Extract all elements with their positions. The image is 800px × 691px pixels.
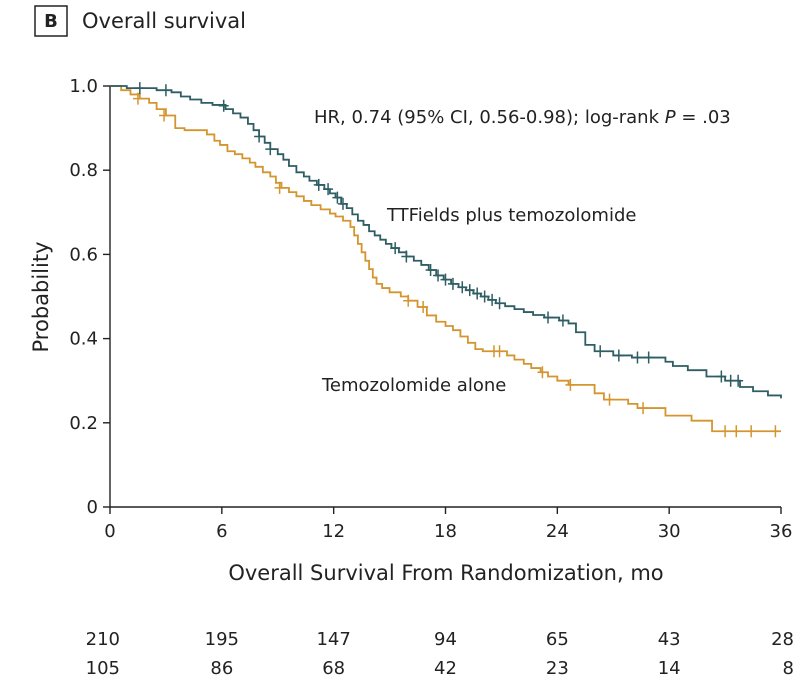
censor-mark-ttfields <box>595 345 606 358</box>
p-value: = .03 <box>676 107 731 128</box>
x-tick-label: 30 <box>658 521 681 542</box>
censor-mark-ttfields <box>716 370 727 383</box>
survival-curve-temozolomide <box>110 85 781 433</box>
risk-count: 147 <box>316 629 350 650</box>
panel-label-box <box>34 5 68 37</box>
censor-mark-ttfields <box>265 143 276 156</box>
risk-count: 105 <box>86 658 120 679</box>
censor-mark-ttfields <box>160 84 171 97</box>
series-label-temozolomide: Temozolomide alone <box>321 375 506 396</box>
censor-mark-temozolomide <box>132 92 143 105</box>
risk-count: 65 <box>546 629 569 650</box>
risk-count: 14 <box>658 658 681 679</box>
y-tick-label: 0.2 <box>69 413 98 434</box>
risk-count: 86 <box>210 658 233 679</box>
censor-mark-ttfields <box>323 183 334 196</box>
censor-mark-temozolomide <box>720 425 731 438</box>
censor-mark-ttfields <box>218 99 229 112</box>
censor-mark-ttfields <box>440 273 451 286</box>
censor-mark-ttfields <box>433 269 444 282</box>
series-label-ttfields: TTFields plus temozolomide <box>386 205 636 226</box>
risk-count: 68 <box>322 658 345 679</box>
x-tick-label: 12 <box>322 521 345 542</box>
x-tick-label: 24 <box>546 521 569 542</box>
censor-mark-temozolomide <box>418 301 429 314</box>
censor-mark-temozolomide <box>604 393 615 406</box>
survival-curve-ttfields <box>110 85 782 399</box>
risk-count: 8 <box>783 658 794 679</box>
censor-mark-ttfields <box>337 197 348 210</box>
y-tick-label: 0.6 <box>69 244 98 265</box>
risk-count: 94 <box>434 629 457 650</box>
risk-count: 210 <box>86 629 120 650</box>
censor-mark-ttfields <box>254 130 265 143</box>
y-axis-title: Probability <box>29 241 53 352</box>
risk-count: 195 <box>205 629 239 650</box>
y-tick-label: 0.4 <box>69 329 98 350</box>
censor-mark-temozolomide <box>731 425 742 438</box>
p-letter: P <box>665 107 676 128</box>
censor-mark-ttfields <box>479 290 490 303</box>
chart-title: Overall survival <box>82 9 246 33</box>
censor-mark-ttfields <box>733 374 744 387</box>
censor-mark-ttfields <box>457 281 468 294</box>
censor-mark-ttfields <box>613 349 624 362</box>
hr-text: HR, 0.74 (95% CI, 0.56-0.98); log-rank <box>314 107 665 128</box>
censor-mark-ttfields <box>390 242 401 255</box>
censor-mark-temozolomide <box>565 378 576 391</box>
censor-mark-temozolomide <box>746 425 757 438</box>
x-tick-label: 6 <box>216 521 227 542</box>
panel-label: B <box>44 11 58 32</box>
survival-curves <box>110 82 782 438</box>
risk-count: 23 <box>546 658 569 679</box>
censor-mark-ttfields <box>134 82 145 95</box>
censor-mark-temozolomide <box>274 181 285 194</box>
censor-mark-ttfields <box>632 351 643 364</box>
censor-mark-ttfields <box>472 287 483 300</box>
censor-mark-ttfields <box>487 293 498 306</box>
censor-mark-ttfields <box>332 191 343 204</box>
censor-mark-temozolomide <box>159 109 170 122</box>
censor-mark-temozolomide <box>537 366 548 379</box>
censor-mark-ttfields <box>643 351 654 364</box>
censor-mark-ttfields <box>557 314 568 327</box>
censor-mark-ttfields <box>447 277 458 290</box>
censor-mark-temozolomide <box>638 402 649 415</box>
censor-mark-ttfields <box>543 311 554 324</box>
x-axis-title: Overall Survival From Randomization, mo <box>228 561 663 585</box>
risk-count: 28 <box>771 629 794 650</box>
x-tick-label: 0 <box>104 521 115 542</box>
x-tick-label: 36 <box>770 521 793 542</box>
hazard-ratio-annotation: HR, 0.74 (95% CI, 0.56-0.98); log-rank P… <box>314 107 731 128</box>
risk-count: 43 <box>658 629 681 650</box>
risk-count: 42 <box>434 658 457 679</box>
x-ticks: 0 6 12 18 24 30 36 <box>104 507 792 542</box>
censor-mark-ttfields <box>401 250 412 263</box>
censor-mark-ttfields <box>464 284 475 297</box>
x-tick-label: 18 <box>434 521 457 542</box>
y-tick-label: 0 <box>87 497 98 518</box>
number-at-risk-table: 210 195 147 94 65 43 28 105 86 68 42 23 14 8 <box>86 629 794 679</box>
censor-mark-temozolomide <box>403 294 414 307</box>
censor-mark-ttfields <box>494 297 505 310</box>
censor-mark-ttfields <box>313 178 324 191</box>
censor-mark-temozolomide <box>494 345 505 358</box>
censor-mark-temozolomide <box>770 425 781 438</box>
y-ticks: 0 0.2 0.4 0.6 0.8 1.0 <box>69 76 110 518</box>
y-tick-label: 0.8 <box>69 160 98 181</box>
y-tick-label: 1.0 <box>69 76 98 97</box>
censor-mark-ttfields <box>425 263 436 276</box>
